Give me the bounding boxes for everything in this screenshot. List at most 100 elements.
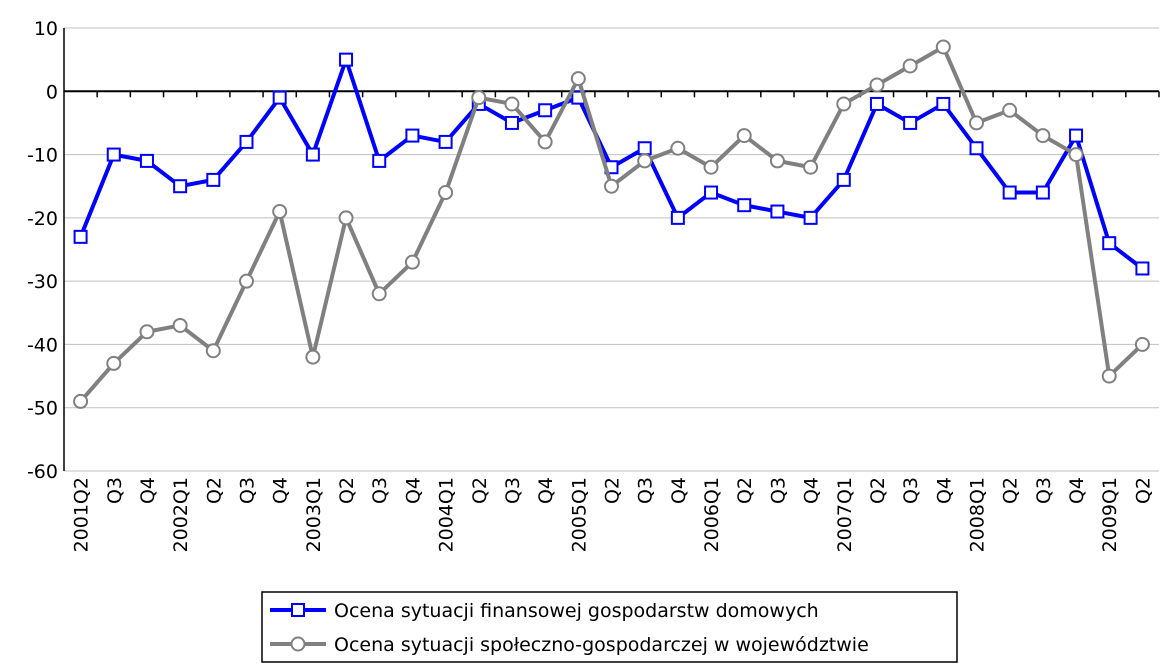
marker <box>935 39 951 55</box>
x-tick-label: Q4 <box>801 477 823 504</box>
legend-label: Ocena sytuacji finansowej gospodarstw do… <box>334 600 819 622</box>
y-tick-label: -60 <box>27 461 58 483</box>
marker <box>969 141 984 156</box>
marker <box>836 96 852 112</box>
marker <box>869 77 885 93</box>
x-tick-label: Q4 <box>933 477 955 504</box>
marker <box>371 286 387 302</box>
x-tick-label: Q4 <box>137 477 159 504</box>
marker <box>1102 236 1117 251</box>
legend-marker <box>291 603 305 617</box>
marker <box>903 115 918 130</box>
marker <box>869 96 884 111</box>
x-tick-label: Q3 <box>767 477 789 504</box>
marker <box>471 90 487 106</box>
x-tick-label: Q4 <box>402 477 424 504</box>
series-line <box>79 44 1144 403</box>
marker <box>1068 147 1084 163</box>
x-tick-label: Q4 <box>668 477 690 504</box>
marker <box>1035 185 1050 200</box>
marker <box>305 147 320 162</box>
marker <box>372 153 387 168</box>
x-tick-label: Q3 <box>635 477 657 504</box>
marker <box>272 90 287 105</box>
marker <box>305 349 321 365</box>
legend-label: Ocena sytuacji społeczno-gospodarczej w … <box>334 634 869 656</box>
marker <box>637 153 653 169</box>
y-tick-label: -30 <box>27 271 58 293</box>
marker <box>106 355 122 371</box>
marker <box>1035 128 1051 144</box>
x-tick-label: Q2 <box>203 477 225 504</box>
marker <box>1002 102 1018 118</box>
x-tick-label: Q3 <box>1033 477 1055 504</box>
marker <box>139 324 155 340</box>
marker <box>1002 185 1017 200</box>
marker <box>139 153 154 168</box>
marker <box>504 96 520 112</box>
x-tick-label: Q2 <box>602 477 624 504</box>
marker <box>1134 336 1150 352</box>
legend-box <box>261 591 958 663</box>
marker <box>239 134 254 149</box>
marker <box>704 185 719 200</box>
marker <box>570 71 586 87</box>
marker <box>969 115 984 131</box>
marker <box>769 153 785 169</box>
marker <box>737 198 752 213</box>
marker <box>936 96 951 111</box>
marker <box>637 141 652 156</box>
marker <box>73 229 88 244</box>
x-tick-label: Q4 <box>1066 477 1088 504</box>
marker <box>1135 261 1150 276</box>
y-tick-label: -40 <box>27 334 58 356</box>
x-tick-label: 2009Q1 <box>1099 477 1121 552</box>
x-tick-label: Q3 <box>237 477 259 504</box>
marker <box>205 343 221 359</box>
x-tick-label: Q3 <box>900 477 922 504</box>
marker <box>73 393 89 409</box>
x-tick-label: 2008Q1 <box>967 477 989 552</box>
marker <box>670 140 686 156</box>
x-tick-label: 2003Q1 <box>303 477 325 552</box>
x-tick-label: Q4 <box>535 477 557 504</box>
marker <box>836 172 851 187</box>
marker <box>438 134 453 149</box>
marker <box>703 159 719 175</box>
x-tick-label: Q2 <box>469 477 491 504</box>
y-tick-label: 10 <box>34 18 58 40</box>
marker <box>770 204 785 219</box>
marker <box>670 210 685 225</box>
marker <box>803 210 818 225</box>
marker <box>438 185 454 201</box>
marker <box>272 204 288 220</box>
x-tick-label: 2002Q1 <box>170 477 192 552</box>
marker <box>339 52 354 67</box>
marker <box>106 147 121 162</box>
x-tick-label: Q3 <box>104 477 126 504</box>
marker <box>172 317 188 333</box>
x-tick-label: 2006Q1 <box>701 477 723 552</box>
x-tick-label: 2005Q1 <box>568 477 590 552</box>
marker <box>338 210 354 226</box>
x-tick-label: 2007Q1 <box>834 477 856 552</box>
y-tick-label: -50 <box>27 398 58 420</box>
marker <box>239 273 254 289</box>
marker <box>404 254 420 270</box>
x-tick-label: Q3 <box>502 477 524 504</box>
y-tick-label: 0 <box>46 81 58 103</box>
marker <box>803 159 819 175</box>
marker <box>537 134 553 150</box>
marker <box>405 128 420 143</box>
marker <box>902 58 918 74</box>
x-tick-label: Q2 <box>867 477 889 504</box>
marker <box>1101 368 1117 384</box>
x-tick-label: Q2 <box>1000 477 1022 504</box>
marker <box>604 178 619 194</box>
marker <box>538 103 553 118</box>
x-tick-label: Q2 <box>1132 477 1154 504</box>
y-tick-label: -10 <box>27 145 58 167</box>
x-tick-label: 2001Q2 <box>71 477 93 552</box>
marker <box>173 179 188 194</box>
